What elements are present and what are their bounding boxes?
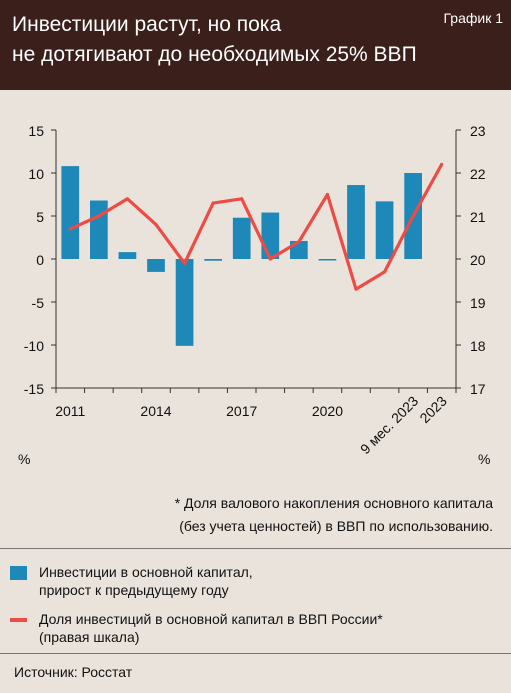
x-tick-label-rotated: 9 мес. 2023	[357, 393, 422, 458]
header-bar: Инвестиции растут, но пока не дотягивают…	[0, 0, 511, 90]
line-point-2015	[182, 261, 187, 265]
bar-2015	[175, 259, 194, 346]
legend-line-line-2: (правая шкала)	[39, 629, 140, 645]
bar-2021	[347, 185, 365, 259]
axes	[51, 129, 461, 393]
bar-2014	[147, 259, 165, 272]
line-series	[68, 162, 444, 291]
right-tick-label: 17	[470, 381, 486, 397]
right-tick-label: 19	[470, 295, 486, 311]
source-text: Источник: Росстат	[14, 664, 133, 680]
chart-number-badge: График 1	[443, 10, 503, 26]
bar-2012	[90, 200, 108, 259]
right-tick-label: 18	[470, 338, 486, 354]
legend: Инвестиции в основной капитал, прирост к…	[0, 548, 511, 654]
bar-2017	[232, 217, 251, 259]
line-point-2020	[325, 192, 330, 197]
right-tick-label: 21	[470, 209, 486, 225]
legend-line-line-1: Доля инвестиций в основной капитал в ВВП…	[39, 611, 383, 627]
line-point-2021	[354, 287, 358, 291]
x-tick-label: 2020	[312, 403, 343, 419]
footnote-line-2: (без учета ценностей) в ВВП по использов…	[179, 518, 493, 534]
plot-area: 15 10 5 0 -5 -10 -15 23 22 21 20 19 18 17 2011 2014 2017…	[18, 123, 490, 467]
bar-2020	[318, 259, 337, 261]
x-tick-label: 2017	[226, 403, 257, 419]
source-note: Источник: Росстат	[0, 653, 511, 693]
left-tick-label: -5	[32, 295, 45, 311]
right-axis-unit: %	[478, 451, 490, 467]
legend-bars-line-2: прирост к предыдущему году	[39, 582, 229, 598]
x-tick-label: 2014	[140, 403, 171, 419]
line-point-9-мес.-2023	[411, 214, 415, 218]
left-tick-label: 5	[36, 209, 44, 225]
x-tick-label: 2011	[55, 403, 85, 419]
legend-swatch-line	[10, 618, 27, 622]
line-point-2023	[440, 162, 444, 166]
share-of-gdp-line	[69, 163, 444, 291]
line-point-2012	[97, 214, 101, 218]
bar-2013	[118, 252, 137, 259]
legend-text-line: Доля инвестиций в основной капитал в ВВП…	[39, 610, 499, 646]
x-tick-label-rotated: 2023	[416, 393, 449, 426]
left-axis-unit: %	[18, 451, 30, 467]
left-tick-label: 10	[28, 166, 44, 182]
bar-2018	[261, 212, 280, 259]
bar-2016	[204, 259, 222, 261]
legend-text-bars: Инвестиции в основной капитал, прирост к…	[39, 563, 499, 599]
bar-2022	[375, 201, 394, 259]
title-line-1: Инвестиции растут, но пока	[12, 13, 282, 36]
line-point-2018	[268, 257, 272, 261]
line-point-2016	[211, 201, 215, 205]
chart-title: Инвестиции растут, но пока не дотягивают…	[12, 10, 432, 70]
footnote-line-1: * Доля валового накопления основного кап…	[174, 495, 493, 511]
left-tick-label: 0	[36, 252, 44, 268]
left-tick-label: 15	[28, 123, 44, 139]
line-point-2019	[297, 240, 301, 244]
left-tick-label: -10	[24, 338, 44, 354]
right-tick-label: 23	[470, 123, 486, 139]
title-line-2: не дотягивают до необходимых 25% ВВП	[12, 43, 417, 66]
line-point-2013	[125, 197, 130, 201]
left-tick-label: -15	[24, 381, 44, 397]
line-point-2011	[68, 227, 72, 231]
legend-item-line: Доля инвестиций в основной капитал в ВВП…	[10, 610, 499, 646]
line-point-2014	[154, 223, 158, 227]
bars-series	[61, 166, 422, 346]
right-tick-label: 20	[470, 252, 486, 268]
line-point-2022	[382, 270, 387, 274]
bar-2011	[61, 166, 80, 259]
legend-swatch-bars	[10, 566, 27, 580]
right-tick-label: 22	[470, 166, 486, 182]
footnote: * Доля валового накопления основного кап…	[0, 492, 493, 538]
line-point-2017	[240, 197, 244, 201]
legend-bars-line-1: Инвестиции в основной капитал,	[39, 564, 253, 580]
legend-item-bars: Инвестиции в основной капитал, прирост к…	[10, 563, 499, 599]
